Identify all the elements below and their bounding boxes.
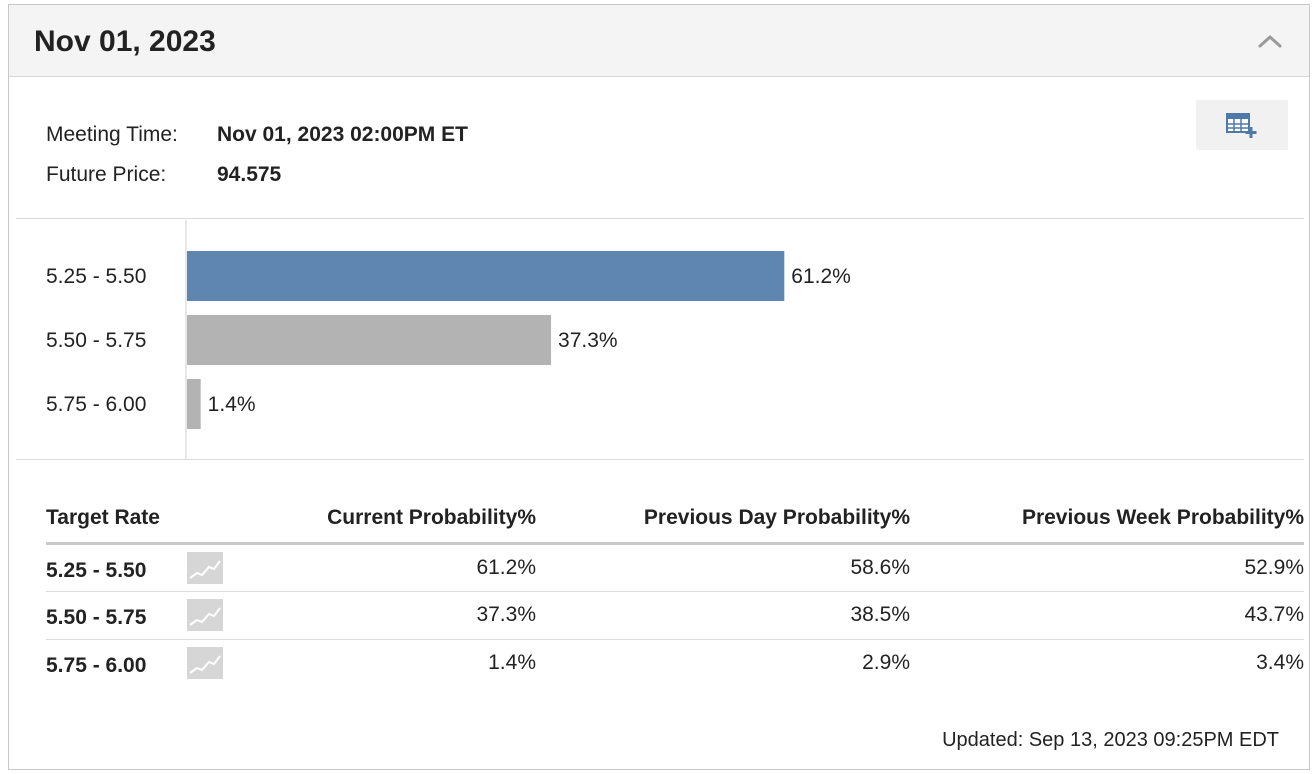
category-label: 5.25 - 5.50 — [46, 265, 146, 288]
bar — [187, 251, 785, 301]
category-label: 5.50 - 5.75 — [46, 329, 146, 352]
future-price-value: 94.575 — [217, 163, 282, 186]
table-header-row: Target Rate Current Probability% Previou… — [46, 495, 1304, 545]
table-row: 5.50 - 5.75 37.3% 38.5% 43.7% — [46, 591, 1304, 640]
probability-table: Target Rate Current Probability% Previou… — [46, 495, 1304, 687]
rate-label: 5.75 - 6.00 — [46, 654, 147, 678]
bar — [187, 315, 552, 365]
table-add-icon — [1226, 113, 1257, 138]
meeting-time-value: Nov 01, 2023 02:00PM ET — [217, 123, 468, 146]
bar-value-label: 37.3% — [558, 329, 618, 352]
previous-week-probability-cell: 3.4% — [1256, 651, 1304, 675]
current-probability-cell: 1.4% — [488, 651, 536, 675]
rate-label: 5.25 - 5.50 — [46, 558, 147, 582]
meeting-meta: Meeting Time: Nov 01, 2023 02:00PM ET Fu… — [46, 115, 468, 195]
probability-bar-chart: 5.25 - 5.50 61.2% 5.50 - 5.75 37.3% 5.75 - 6… — [46, 220, 851, 460]
panel-header: Nov 01, 2023 — [9, 5, 1309, 77]
panel-title: Nov 01, 2023 — [34, 25, 216, 58]
current-probability-cell: 61.2% — [246, 543, 536, 592]
section-divider — [16, 218, 1304, 219]
bar — [187, 379, 201, 429]
collapse-button[interactable] — [1257, 29, 1283, 55]
sparkline-chart-icon[interactable] — [187, 647, 223, 680]
previous-day-probability-cell: 2.9% — [862, 651, 910, 675]
chevron-up-icon — [1258, 35, 1282, 48]
bar-value-label: 61.2% — [791, 265, 851, 288]
rate-cell: 5.75 - 6.00 — [46, 639, 246, 687]
meeting-time-row: Meeting Time: Nov 01, 2023 02:00PM ET — [46, 115, 468, 155]
updated-timestamp: Updated: Sep 13, 2023 09:25PM EDT — [942, 729, 1279, 751]
future-price-row: Future Price: 94.575 — [46, 155, 468, 195]
header-previous-day-probability[interactable]: Previous Day Probability% — [536, 495, 910, 545]
sparkline-chart-icon[interactable] — [187, 599, 223, 631]
rate-cell: 5.25 - 5.50 — [46, 543, 246, 592]
table-row: 5.25 - 5.50 61.2% 58.6% 52.9% — [46, 543, 1304, 592]
sparkline-chart-icon[interactable] — [187, 551, 223, 584]
section-divider — [16, 459, 1304, 460]
previous-day-probability-cell: 58.6% — [536, 543, 910, 592]
header-current-probability[interactable]: Current Probability% — [246, 495, 536, 545]
previous-day-probability-cell: 38.5% — [536, 591, 910, 640]
previous-week-probability-cell: 52.9% — [910, 543, 1304, 592]
previous-week-probability-cell: 43.7% — [910, 591, 1304, 640]
header-previous-week-probability[interactable]: Previous Week Probability% — [910, 495, 1304, 545]
header-target-rate[interactable]: Target Rate — [46, 495, 246, 545]
rate-cell: 5.50 - 5.75 — [46, 591, 246, 640]
category-label: 5.75 - 6.00 — [46, 393, 146, 416]
future-price-label: Future Price: — [46, 163, 167, 186]
bar-value-label: 1.4% — [208, 393, 256, 416]
meeting-panel: Nov 01, 2023 Meeting Time: Nov 01, 2023 … — [8, 4, 1310, 770]
table-row: 5.75 - 6.00 1.4% 2.9% 3.4% — [46, 639, 1304, 687]
current-probability-cell: 37.3% — [246, 591, 536, 640]
meeting-time-label: Meeting Time: — [46, 123, 178, 146]
export-table-button[interactable] — [1196, 100, 1288, 150]
rate-label: 5.50 - 5.75 — [46, 606, 147, 629]
